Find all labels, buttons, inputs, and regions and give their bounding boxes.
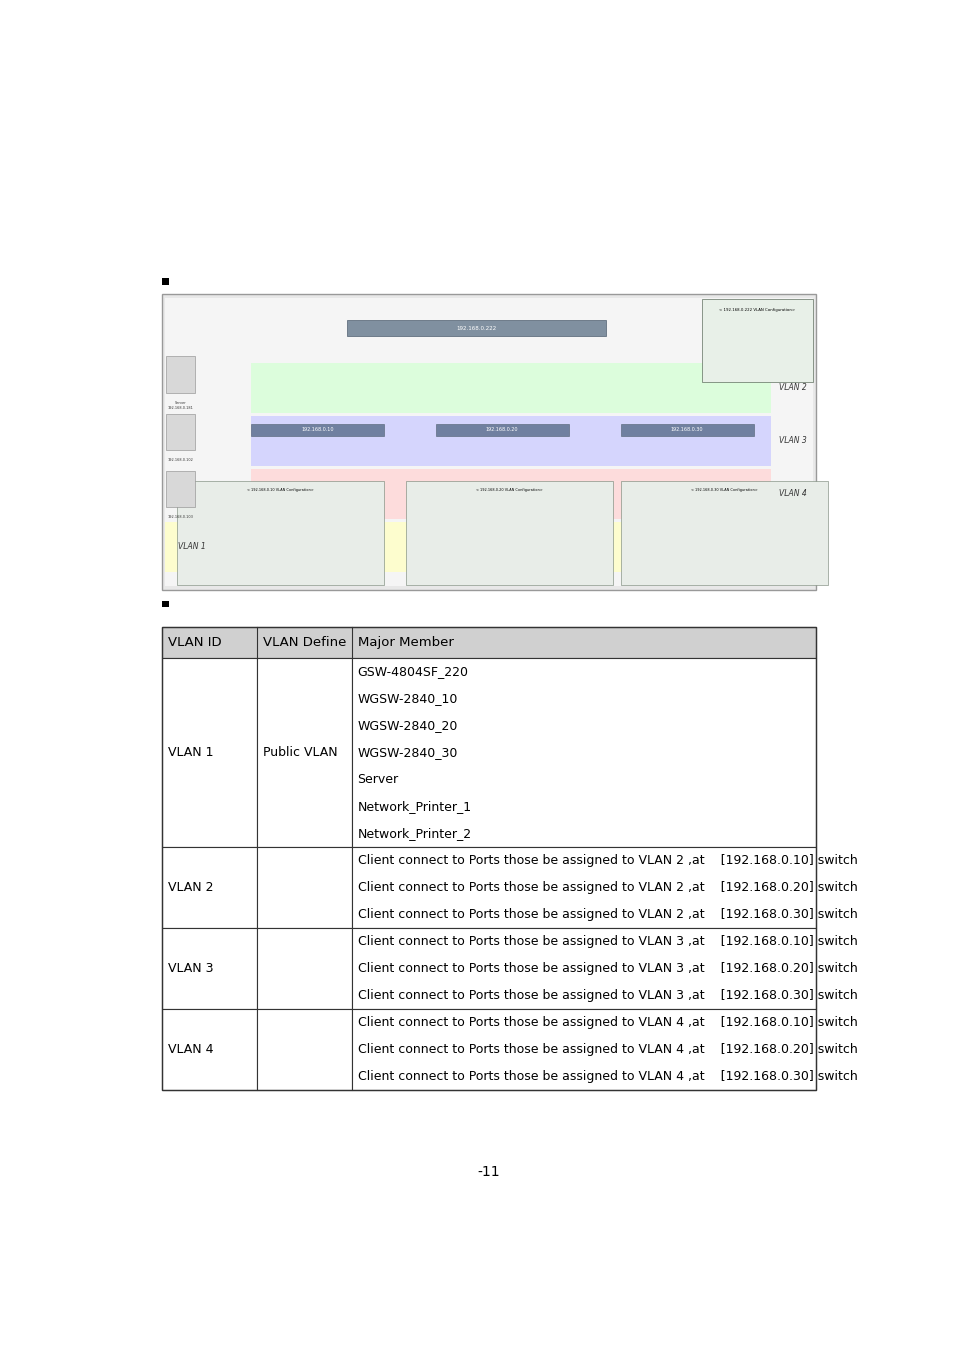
Text: Client connect to Ports those be assigned to VLAN 2 ,at    [192.168.0.30] switch: Client connect to Ports those be assigne… bbox=[357, 909, 857, 921]
Bar bbox=[352, 657, 815, 846]
Bar bbox=[256, 657, 352, 846]
Text: Server: Server bbox=[357, 774, 398, 786]
Bar bbox=[352, 927, 815, 1010]
Text: 192.168.0.222: 192.168.0.222 bbox=[456, 325, 496, 331]
Bar bbox=[162, 657, 256, 846]
Text: Client connect to Ports those be assigned to VLAN 4 ,at    [192.168.0.10] switch: Client connect to Ports those be assigne… bbox=[357, 1017, 857, 1029]
Bar bbox=[162, 626, 815, 657]
Text: < 192.168.0.30 VLAN Configuration>: < 192.168.0.30 VLAN Configuration> bbox=[690, 489, 757, 493]
Bar bbox=[162, 601, 169, 608]
Text: Network_Printer_1: Network_Printer_1 bbox=[357, 801, 471, 813]
Bar bbox=[162, 278, 169, 285]
Text: VLAN 1: VLAN 1 bbox=[168, 747, 213, 759]
Bar bbox=[166, 413, 195, 450]
Text: VLAN 4: VLAN 4 bbox=[779, 489, 806, 498]
Text: VLAN 3: VLAN 3 bbox=[779, 436, 806, 446]
Text: < 192.168.0.10 VLAN Configuration>: < 192.168.0.10 VLAN Configuration> bbox=[247, 489, 314, 493]
Text: Public VLAN: Public VLAN bbox=[262, 747, 337, 759]
Text: VLAN 2: VLAN 2 bbox=[168, 882, 213, 894]
Text: Major Member: Major Member bbox=[357, 636, 453, 649]
Text: 192.168.0.20: 192.168.0.20 bbox=[485, 428, 517, 432]
Bar bbox=[256, 927, 352, 1010]
Bar bbox=[165, 298, 812, 586]
Text: VLAN 2: VLAN 2 bbox=[779, 383, 806, 392]
Bar bbox=[251, 424, 383, 436]
Text: WGSW-2840_10: WGSW-2840_10 bbox=[357, 693, 457, 705]
Text: VLAN ID: VLAN ID bbox=[168, 636, 221, 649]
Text: Client connect to Ports those be assigned to VLAN 3 ,at    [192.168.0.20] switch: Client connect to Ports those be assigne… bbox=[357, 963, 857, 975]
Text: < 192.168.0.20 VLAN Configuration>: < 192.168.0.20 VLAN Configuration> bbox=[476, 489, 542, 493]
Text: VLAN 4: VLAN 4 bbox=[168, 1044, 213, 1056]
Text: 192.168.0.102: 192.168.0.102 bbox=[168, 458, 193, 462]
Bar bbox=[166, 471, 195, 508]
Text: Network_Printer_2: Network_Printer_2 bbox=[357, 828, 471, 840]
Text: Client connect to Ports those be assigned to VLAN 4 ,at    [192.168.0.30] switch: Client connect to Ports those be assigne… bbox=[357, 1071, 857, 1083]
Bar bbox=[162, 927, 256, 1010]
Bar bbox=[352, 1010, 815, 1091]
Text: VLAN 3: VLAN 3 bbox=[168, 963, 213, 975]
Bar bbox=[251, 363, 771, 413]
Text: 192.168.0.103: 192.168.0.103 bbox=[168, 516, 193, 520]
Text: Client connect to Ports those be assigned to VLAN 2 ,at    [192.168.0.10] switch: Client connect to Ports those be assigne… bbox=[357, 855, 857, 867]
Bar bbox=[347, 320, 605, 336]
Bar bbox=[619, 481, 826, 585]
Bar bbox=[162, 846, 256, 927]
Bar bbox=[162, 626, 815, 1091]
Bar bbox=[619, 424, 753, 436]
Bar bbox=[436, 424, 568, 436]
Bar bbox=[352, 846, 815, 927]
Bar bbox=[165, 521, 812, 571]
Bar bbox=[162, 294, 815, 590]
Bar bbox=[701, 300, 812, 382]
Text: 192.168.0.30: 192.168.0.30 bbox=[670, 428, 702, 432]
Text: -11: -11 bbox=[477, 1165, 499, 1180]
Bar bbox=[166, 356, 195, 393]
Bar bbox=[251, 468, 771, 518]
Text: < 192.168.0.222 VLAN Configuration>: < 192.168.0.222 VLAN Configuration> bbox=[719, 308, 795, 312]
Text: Server
192.168.0.181: Server 192.168.0.181 bbox=[168, 401, 193, 409]
Text: Client connect to Ports those be assigned to VLAN 2 ,at    [192.168.0.20] switch: Client connect to Ports those be assigne… bbox=[357, 882, 857, 894]
Bar bbox=[162, 1010, 256, 1091]
Text: Client connect to Ports those be assigned to VLAN 3 ,at    [192.168.0.10] switch: Client connect to Ports those be assigne… bbox=[357, 936, 857, 948]
Text: WGSW-2840_30: WGSW-2840_30 bbox=[357, 747, 457, 759]
Text: WGSW-2840_20: WGSW-2840_20 bbox=[357, 720, 457, 732]
Text: Client connect to Ports those be assigned to VLAN 3 ,at    [192.168.0.30] switch: Client connect to Ports those be assigne… bbox=[357, 990, 857, 1002]
Text: 192.168.0.10: 192.168.0.10 bbox=[301, 428, 334, 432]
Bar bbox=[176, 481, 383, 585]
Bar bbox=[251, 416, 771, 466]
Text: GSW-4804SF_220: GSW-4804SF_220 bbox=[357, 664, 468, 678]
Bar bbox=[256, 1010, 352, 1091]
Text: Client connect to Ports those be assigned to VLAN 4 ,at    [192.168.0.20] switch: Client connect to Ports those be assigne… bbox=[357, 1044, 857, 1056]
Text: VLAN Define: VLAN Define bbox=[262, 636, 346, 649]
Bar bbox=[406, 481, 613, 585]
Bar bbox=[256, 846, 352, 927]
Text: VLAN 1: VLAN 1 bbox=[178, 543, 206, 551]
